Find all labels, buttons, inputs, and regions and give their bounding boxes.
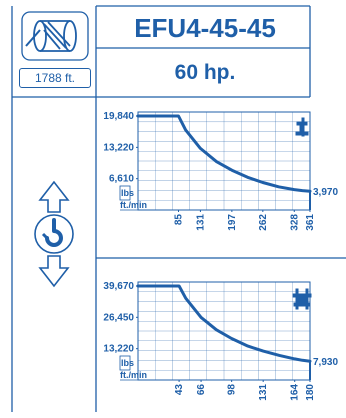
y-tick-label: 19,840 — [103, 111, 134, 122]
end-value-label: 7,930 — [313, 357, 338, 368]
y-tick-label: 13,220 — [103, 142, 134, 153]
x-tick-label: 131 — [195, 214, 206, 231]
series-line — [136, 284, 312, 363]
y-tick-label: 6,610 — [109, 174, 134, 185]
x-tick-label: 98 — [227, 384, 238, 396]
x-tick-label: 85 — [173, 214, 184, 226]
x-tick-label: 328 — [289, 214, 300, 231]
unit-box-lbs — [119, 355, 131, 371]
power-rating: 60 hp. — [174, 61, 236, 84]
y-tick-label: 39,670 — [103, 281, 134, 292]
y-unit-label: lbs — [121, 358, 134, 368]
single-line-reeving-icon — [295, 117, 309, 137]
x-tick-label: 180 — [305, 384, 316, 401]
double-line-reeving-icon — [292, 288, 312, 310]
hook-up-down-icon — [34, 180, 74, 288]
unit-box-lbs — [119, 185, 131, 201]
x-tick-label: 197 — [227, 214, 238, 231]
x-tick-label: 66 — [196, 384, 207, 396]
plot-border — [137, 111, 311, 211]
plot-border — [137, 281, 311, 381]
chart-double-line: 39,670 26,450 13,220 43 66 98 131 164 180 lbs ft./… — [103, 281, 338, 401]
x-tick-label: 361 — [305, 214, 316, 231]
x-tick-label: 262 — [258, 214, 269, 231]
y-tick-label: 13,220 — [103, 344, 134, 355]
y-tick-label: 26,450 — [103, 312, 134, 323]
cable-drum-icon — [21, 11, 89, 61]
x-tick-label: 164 — [290, 384, 301, 401]
series-line — [136, 114, 312, 193]
chart-single-line: 19,840 13,220 6,610 85 131 197 262 328 361 lbs ft.… — [103, 111, 338, 231]
x-tick-label: 131 — [258, 384, 269, 401]
x-unit-label: ft./min — [120, 370, 147, 380]
x-tick-label: 43 — [174, 384, 185, 396]
y-unit-label: lbs — [121, 188, 134, 198]
x-unit-label: ft./min — [120, 200, 147, 210]
end-value-label: 3,970 — [313, 187, 338, 198]
model-title: EFU4-45-45 — [134, 13, 276, 43]
rope-length-badge: 1788 ft. — [19, 68, 91, 88]
